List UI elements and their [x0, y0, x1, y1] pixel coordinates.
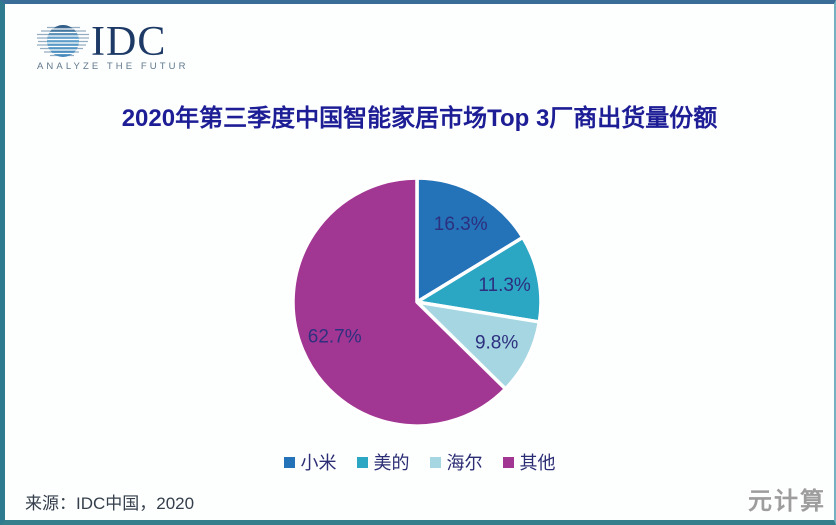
legend-label: 美的	[373, 453, 410, 473]
legend-swatch-icon	[283, 456, 295, 468]
legend-label: 其他	[519, 453, 556, 473]
legend-label: 小米	[300, 453, 337, 473]
pie-chart: 16.3% 11.3% 9.8% 62.7%	[291, 176, 543, 428]
legend-label: 海尔	[446, 453, 483, 473]
pie-slice-others	[291, 176, 508, 428]
pie-slice-midea	[415, 235, 543, 324]
slice-label-haier: 9.8%	[475, 332, 518, 353]
slice-label-midea: 11.3%	[478, 275, 531, 296]
idc-logo-tagline: ANALYZE THE FUTURE	[37, 61, 187, 72]
legend-swatch-icon	[502, 456, 514, 468]
legend-item-xiaomi: 小米	[283, 449, 337, 475]
legend-swatch-icon	[429, 456, 441, 468]
watermark: 元计算	[748, 488, 826, 515]
idc-logo-text: IDC	[91, 19, 166, 65]
legend-swatch-icon	[356, 456, 368, 468]
globe-icon	[47, 25, 79, 57]
idc-logo: IDC ANALYZE THE FUTURE	[37, 19, 187, 72]
legend-item-others: 其他	[502, 449, 556, 475]
pie-slice-xiaomi	[415, 176, 525, 304]
slice-label-xiaomi: 16.3%	[434, 214, 488, 235]
legend-item-haier: 海尔	[429, 449, 483, 475]
slice-label-others: 62.7%	[308, 327, 362, 348]
chart-title: 2020年第三季度中国智能家居市场Top 3厂商出货量份额	[121, 105, 718, 132]
source-note: 来源：IDC中国，2020	[25, 494, 195, 513]
legend-item-midea: 美的	[356, 449, 410, 475]
chart-legend: 小米 美的 海尔 其他	[5, 450, 834, 474]
